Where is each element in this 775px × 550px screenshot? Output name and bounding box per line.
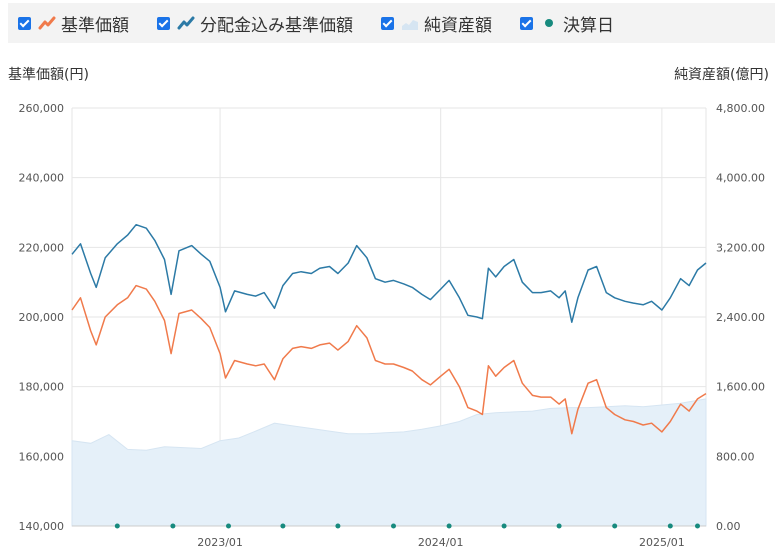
right-axis-tick-label: 1,600.00 (716, 381, 765, 394)
legend-label-nav-with-dividends: 分配金込み基準価額 (200, 15, 353, 36)
settlement-date-marker (280, 523, 286, 529)
nav-with-dividends-line (71, 223, 707, 323)
legend-label-nav: 基準価額 (61, 15, 129, 36)
right-axis-title: 純資産額(億円) (674, 67, 769, 83)
left-axis-tick-label: 220,000 (19, 241, 65, 254)
dot-teal-icon (545, 19, 553, 27)
nav-with-dividends-checkbox[interactable] (157, 16, 170, 30)
right-axis-tick-label: 2,400.00 (716, 311, 765, 324)
settlement-date-marker (391, 523, 396, 529)
left-axis-tick-label: 140,000 (19, 520, 65, 533)
settlement-date-marker (556, 523, 562, 529)
settlement-date-marker (446, 523, 452, 529)
legend-label-settlement: 決算日 (563, 15, 614, 36)
settlement-date-marker (170, 523, 176, 529)
left-axis-tick-label: 180,000 (19, 381, 65, 394)
area-chart-icon (402, 20, 418, 30)
nav-line (71, 284, 707, 435)
left-axis-title: 基準価額(円) (8, 67, 89, 83)
right-axis-tick-label: 3,200.00 (716, 241, 765, 254)
right-axis-tick-label: 800.00 (716, 450, 755, 463)
settlement-date-marker (114, 523, 120, 529)
legend: 基準価額 分配金込み基準価額 純資産額 決算日 (8, 3, 775, 43)
settlement-date-marker (501, 523, 507, 529)
line-chart-orange-icon (38, 16, 56, 30)
settlement-date-marker (335, 523, 341, 529)
legend-item-nav-with-dividends[interactable]: 分配金込み基準価額 (157, 11, 353, 36)
right-axis-tick-label: 0.00 (716, 520, 741, 533)
right-axis-tick-label: 4,800.00 (716, 102, 765, 115)
net-assets-checkbox[interactable] (381, 16, 394, 30)
left-axis-tick-label: 200,000 (19, 311, 65, 324)
settlement-date-marker (667, 523, 673, 529)
left-axis-tick-label: 260,000 (19, 102, 65, 115)
x-axis-tick-label: 2023/01 (197, 536, 243, 549)
x-axis-tick-label: 2025/01 (639, 536, 685, 549)
x-axis-tick-label: 2024/01 (418, 536, 464, 549)
settlement-date-marker (612, 523, 618, 529)
legend-item-net-assets[interactable]: 純資産額 (381, 11, 492, 36)
legend-item-nav[interactable]: 基準価額 (18, 11, 129, 36)
right-axis-tick-label: 4,000.00 (716, 172, 765, 185)
settlement-date-marker (226, 523, 231, 529)
legend-label-net-assets: 純資産額 (424, 15, 492, 36)
left-axis-tick-label: 160,000 (19, 450, 65, 463)
left-axis-tick-label: 240,000 (19, 172, 65, 185)
line-chart-blue-icon (177, 16, 195, 30)
settlement-date-marker (695, 523, 700, 529)
legend-item-settlement[interactable]: 決算日 (520, 11, 614, 36)
settlement-checkbox[interactable] (520, 16, 533, 30)
nav-checkbox[interactable] (18, 16, 31, 30)
net-assets-area (71, 398, 707, 527)
